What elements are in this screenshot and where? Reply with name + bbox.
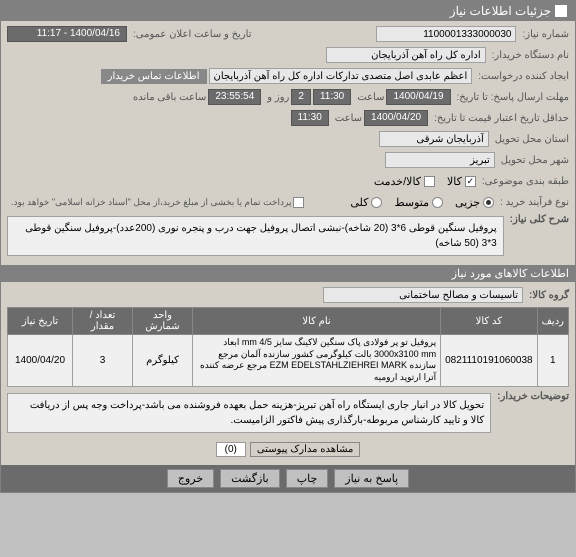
- public-announce-label: تاریخ و ساعت اعلان عمومی:: [133, 29, 252, 40]
- process-medium-label: متوسط: [394, 196, 429, 209]
- deadline-time: 11:30: [313, 89, 351, 105]
- category-option-goods[interactable]: کالا: [447, 175, 476, 188]
- deadline-days: 2: [291, 89, 311, 105]
- cell-unit: کیلوگرم: [133, 335, 193, 387]
- public-announce-value: 1400/04/16 - 11:17: [7, 26, 127, 42]
- cell-name: پروفیل تو پر فولادی پاک سنگین لاکینگ سای…: [193, 335, 441, 387]
- deadline-date: 1400/04/19: [386, 89, 450, 105]
- col-unit: واحد شمارش: [133, 308, 193, 335]
- deadline-remain-label: ساعت باقی مانده: [133, 92, 206, 103]
- col-qty: تعداد / مقدار: [73, 308, 133, 335]
- cell-qty: 3: [73, 335, 133, 387]
- respond-button[interactable]: پاسخ به نیاز: [334, 469, 409, 488]
- exit-button[interactable]: خروج: [167, 469, 214, 488]
- window-icon: [555, 5, 567, 17]
- goods-group-value: تاسیسات و مصالح ساختمانی: [323, 287, 523, 303]
- province-value: آذربایجان شرقی: [379, 131, 489, 147]
- buyer-name-value: اداره کل راه آهن آذربایجان: [326, 47, 486, 63]
- checkbox-icon: [424, 176, 435, 187]
- cell-date: 1400/04/20: [8, 335, 73, 387]
- col-name: نام کالا: [193, 308, 441, 335]
- buyer-notes-label: توضیحات خریدار:: [497, 391, 569, 402]
- goods-group-label: گروه کالا:: [529, 290, 569, 301]
- payment-note: پرداخت تمام یا بخشی از مبلغ خرید،از محل …: [11, 197, 291, 208]
- print-button[interactable]: چاپ: [286, 469, 329, 488]
- cell-code: 0821110191060038: [441, 335, 538, 387]
- city-value: تبریز: [385, 152, 495, 168]
- process-option-medium[interactable]: متوسط: [394, 196, 443, 209]
- process-option-total[interactable]: کلی: [350, 196, 382, 209]
- attachments-row: مشاهده مدارک پیوستی (0): [7, 438, 569, 461]
- col-code: کد کالا: [441, 308, 538, 335]
- general-desc-label: شرح کلی نیاز:: [510, 214, 569, 225]
- goods-section-header: اطلاعات کالاهای مورد نیاز: [1, 265, 575, 282]
- table-row[interactable]: 1 0821110191060038 پروفیل تو پر فولادی پ…: [8, 335, 569, 387]
- process-option-partial[interactable]: جزیی: [455, 196, 494, 209]
- response-time: 11:30: [291, 110, 329, 126]
- titlebar-text: جزئیات اطلاعات نیاز: [450, 4, 551, 18]
- province-label: استان محل تحویل: [495, 134, 569, 145]
- process-label: نوع فرآیند خرید :: [500, 197, 569, 208]
- payment-checkbox[interactable]: [293, 197, 304, 208]
- col-date: تاریخ نیاز: [8, 308, 73, 335]
- col-num: ردیف: [537, 308, 568, 335]
- footer-bar: پاسخ به نیاز چاپ بازگشت خروج: [1, 465, 575, 492]
- view-attachments-button[interactable]: مشاهده مدارک پیوستی: [250, 442, 361, 457]
- credit-deadline-label: حداقل تاریخ اعتبار قیمت تا تاریخ:: [434, 113, 569, 124]
- creator-label: ایجاد کننده درخواست:: [478, 71, 569, 82]
- response-time-label: ساعت: [335, 113, 362, 124]
- radio-icon: [483, 197, 494, 208]
- buyer-notes-text: تحویل کالا در انبار جاری ایستگاه راه آهن…: [7, 393, 491, 433]
- response-date: 1400/04/20: [364, 110, 428, 126]
- radio-icon: [432, 197, 443, 208]
- goods-table: ردیف کد کالا نام کالا واحد شمارش تعداد /…: [7, 307, 569, 387]
- general-desc-text: پروفیل سنگین قوطی 6*3 (20 شاخه)-نبشی اتص…: [7, 216, 504, 256]
- deadline-time-label: ساعت: [357, 92, 384, 103]
- deadline-days-label: روز و: [267, 92, 289, 103]
- checkbox-icon: [465, 176, 476, 187]
- category-option-service[interactable]: کالا/خدمت: [374, 175, 435, 188]
- attachments-count: (0): [216, 442, 246, 457]
- city-label: شهر محل تحویل: [501, 155, 569, 166]
- buyer-name-label: نام دستگاه خریدار:: [492, 50, 569, 61]
- cell-num: 1: [537, 335, 568, 387]
- category-label: طبقه بندی موضوعی:: [482, 176, 569, 187]
- radio-icon: [371, 197, 382, 208]
- titlebar: جزئیات اطلاعات نیاز: [1, 1, 575, 21]
- back-button[interactable]: بازگشت: [220, 469, 280, 488]
- need-details-window: جزئیات اطلاعات نیاز شماره نیاز: 11000013…: [0, 0, 576, 493]
- category-goods-label: کالا: [447, 175, 462, 188]
- need-number-label: شماره نیاز:: [522, 29, 569, 40]
- creator-value: اعظم عابدی اصل متصدی تدارکات اداره کل را…: [209, 68, 473, 84]
- response-deadline-label: مهلت ارسال پاسخ: تا تاریخ:: [457, 92, 569, 103]
- need-number-value: 1100001333000030: [376, 26, 516, 42]
- contact-buyer-button[interactable]: اطلاعات تماس خریدار: [101, 69, 207, 84]
- deadline-remain: 23:55:54: [208, 89, 261, 105]
- category-service-label: کالا/خدمت: [374, 175, 421, 188]
- process-total-label: کلی: [350, 196, 368, 209]
- process-partial-label: جزیی: [455, 196, 480, 209]
- table-header-row: ردیف کد کالا نام کالا واحد شمارش تعداد /…: [8, 308, 569, 335]
